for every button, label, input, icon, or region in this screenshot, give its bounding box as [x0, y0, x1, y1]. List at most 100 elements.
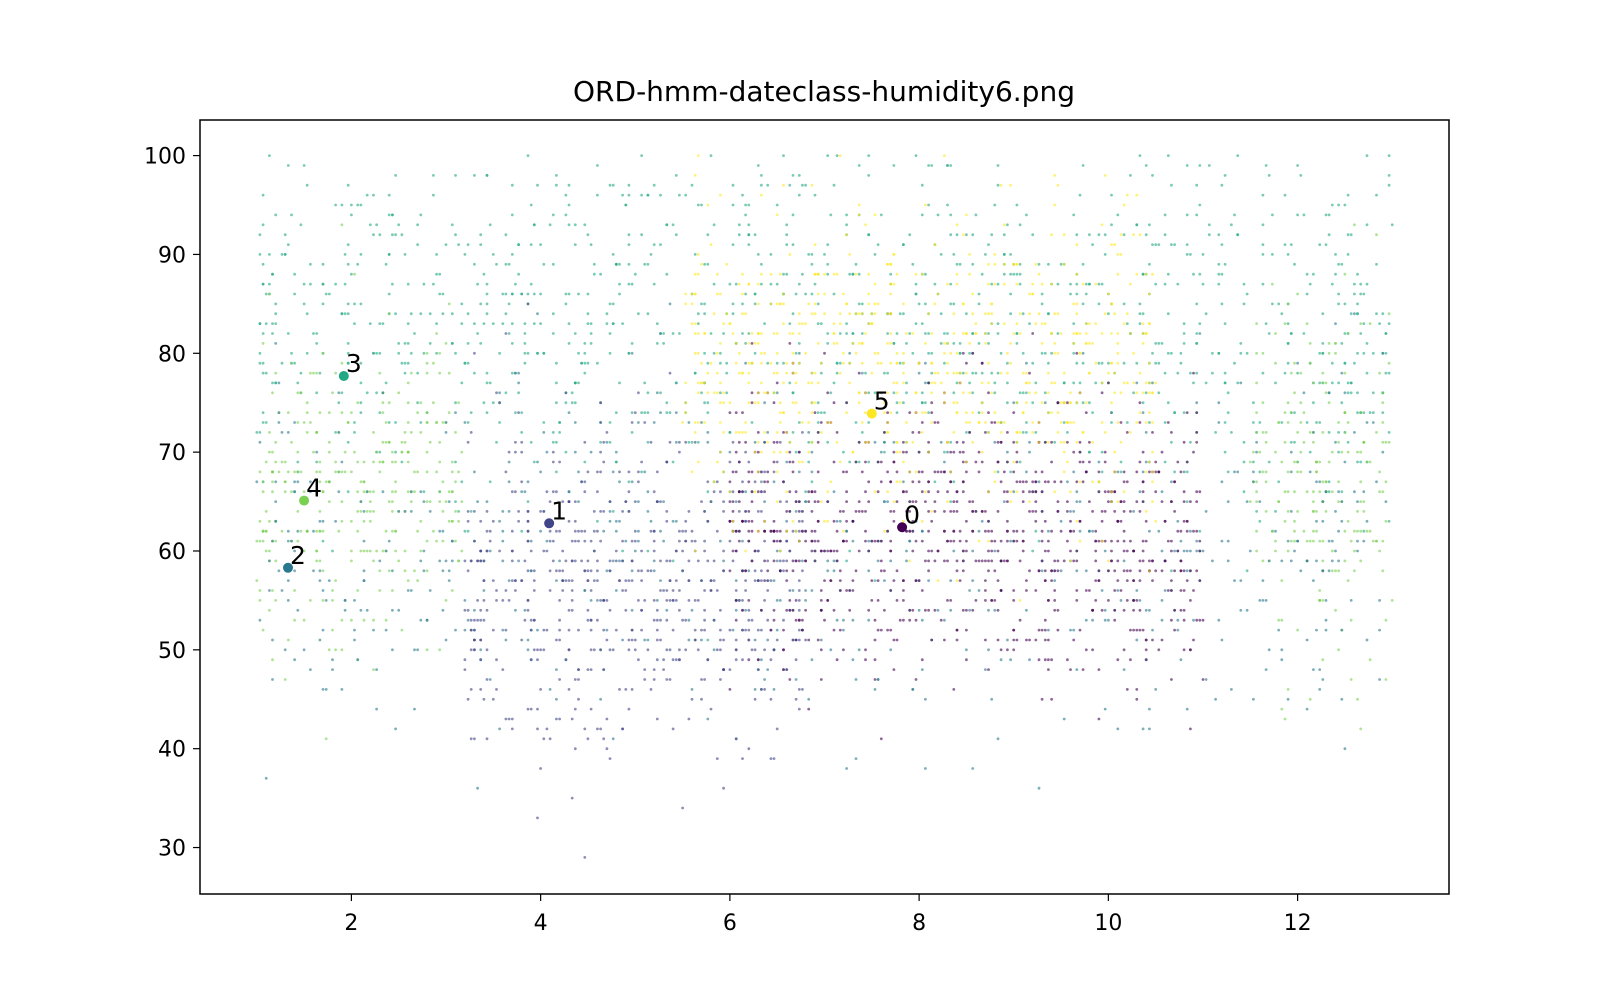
scatter-point [889, 589, 893, 592]
scatter-point [466, 312, 470, 316]
scatter-point [271, 332, 274, 335]
scatter-point [337, 401, 341, 405]
scatter-point [734, 470, 738, 474]
scatter-point [264, 421, 268, 424]
scatter-point [1312, 579, 1315, 582]
scatter-point [536, 727, 539, 731]
scatter-point [640, 628, 643, 632]
scatter-point [343, 312, 347, 316]
scatter-point [1318, 490, 1322, 494]
cluster-center-label: 5 [874, 387, 890, 416]
scatter-point [394, 421, 397, 424]
scatter-point [1094, 322, 1098, 325]
scatter-point [1387, 361, 1391, 365]
scatter-point [580, 559, 583, 563]
scatter-point [797, 608, 801, 612]
scatter-point [1337, 421, 1340, 424]
scatter-point [526, 292, 530, 296]
scatter-point [419, 401, 423, 405]
scatter-point [1255, 450, 1258, 454]
scatter-point [662, 658, 665, 662]
scatter-point [778, 401, 782, 405]
scatter-point [1245, 351, 1249, 355]
scatter-point [813, 371, 817, 375]
scatter-point [592, 272, 596, 276]
scatter-point [760, 608, 763, 612]
scatter-point [728, 450, 732, 454]
scatter-point [520, 480, 524, 484]
scatter-point [331, 628, 334, 632]
scatter-point [879, 213, 883, 217]
scatter-point [1056, 411, 1060, 414]
scatter-point [785, 510, 789, 513]
scatter-point [264, 549, 268, 553]
scatter-point [1362, 440, 1366, 444]
scatter-point [350, 203, 353, 207]
scatter-point [1378, 678, 1381, 681]
scatter-point [261, 361, 265, 365]
scatter-point [993, 539, 997, 543]
scatter-point [551, 262, 555, 266]
scatter-point [589, 322, 593, 325]
scatter-point [592, 529, 596, 533]
scatter-point [356, 529, 360, 533]
scatter-point [684, 519, 688, 523]
scatter-point [1302, 332, 1306, 335]
scatter-point [1148, 470, 1151, 474]
scatter-point [769, 253, 773, 256]
scatter-point [813, 401, 817, 405]
scatter-point [870, 312, 874, 316]
scatter-point [980, 460, 984, 464]
scatter-point [394, 549, 397, 553]
scatter-point [1012, 599, 1016, 602]
scatter-point [293, 618, 296, 622]
scatter-point [1378, 628, 1381, 632]
scatter-point [737, 490, 741, 494]
scatter-point [1078, 351, 1082, 355]
scatter-point [1141, 500, 1145, 503]
scatter-point [1312, 510, 1315, 513]
scatter-point [1050, 579, 1053, 582]
scatter-point [930, 164, 934, 167]
scatter-point [1113, 608, 1117, 612]
scatter-point [807, 421, 811, 424]
scatter-point [608, 440, 612, 444]
scatter-point [573, 381, 577, 385]
scatter-point [387, 292, 391, 296]
scatter-point [633, 500, 637, 503]
scatter-point [987, 381, 990, 385]
scatter-point [734, 411, 738, 414]
scatter-point [797, 351, 801, 355]
scatter-point [737, 233, 741, 237]
scatter-point [343, 253, 347, 256]
scatter-point [999, 421, 1003, 424]
scatter-point [1154, 282, 1158, 286]
scatter-point [1043, 618, 1047, 622]
scatter-point [583, 856, 587, 859]
scatter-point [801, 460, 804, 464]
scatter-point [1034, 529, 1038, 533]
scatter-point [873, 312, 877, 316]
scatter-point [485, 678, 489, 681]
scatter-point [567, 183, 571, 187]
scatter-point [274, 539, 278, 543]
scatter-point [977, 302, 981, 306]
scatter-point [946, 450, 949, 454]
scatter-point [611, 183, 615, 187]
scatter-point [832, 460, 836, 464]
scatter-point [857, 401, 861, 405]
scatter-point [996, 549, 1000, 553]
scatter-point [1390, 223, 1394, 227]
scatter-point [438, 440, 442, 444]
scatter-point [867, 549, 871, 553]
scatter-point [564, 579, 568, 582]
scatter-point [706, 519, 710, 523]
scatter-point [747, 638, 751, 642]
scatter-point [627, 470, 631, 474]
scatter-point [286, 638, 290, 642]
scatter-point [334, 282, 337, 286]
scatter-point [346, 312, 350, 316]
scatter-point [1346, 381, 1350, 385]
scatter-point [1343, 747, 1347, 751]
scatter-point [485, 510, 489, 513]
